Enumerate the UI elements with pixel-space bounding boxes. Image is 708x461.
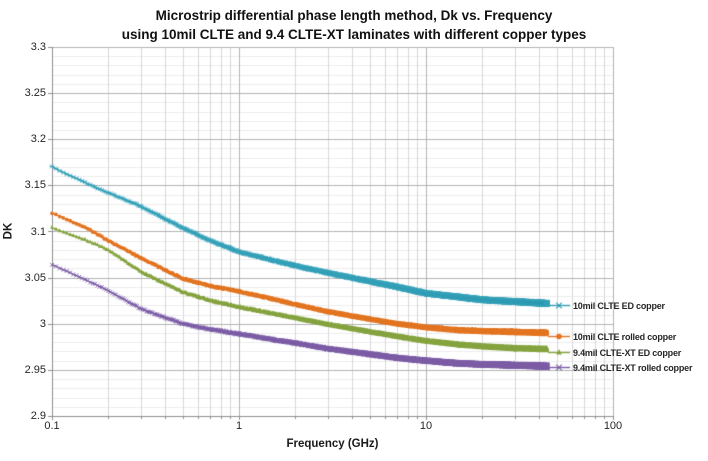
legend-label: 10mil CLTE ED copper <box>573 300 665 311</box>
x-tick-label: 1 <box>235 420 243 432</box>
legend-item: 9.4mil CLTE-XT ED copper <box>547 346 681 359</box>
series-marker-icon <box>547 346 571 359</box>
y-tick-label: 2.95 <box>24 363 46 376</box>
y-tick-label: 2.9 <box>30 410 46 422</box>
series-marker-icon <box>547 330 571 343</box>
chart-title-line1: Microstrip differential phase length met… <box>155 8 553 23</box>
y-tick-label: 3.15 <box>24 179 46 192</box>
legend-item: 10mil CLTE rolled copper <box>547 330 676 343</box>
y-tick-label: 3.25 <box>24 87 46 100</box>
series-marker-icon <box>547 299 571 312</box>
legend-item: 9.4mil CLTE-XT rolled copper <box>547 361 692 374</box>
series-marker-icon <box>547 361 571 374</box>
y-tick-label: 3 <box>39 317 46 330</box>
legend-label: 9.4mil CLTE-XT ED copper <box>573 347 682 358</box>
legend-label: 9.4mil CLTE-XT rolled copper <box>573 362 693 373</box>
y-tick-label: 3.3 <box>30 41 46 53</box>
x-tick-label: 100 <box>603 420 623 432</box>
y-tick-label: 3.1 <box>30 225 46 238</box>
x-tick-label: 0.1 <box>44 420 60 432</box>
chart-title: Microstrip differential phase length met… <box>0 6 708 44</box>
legend-item: 10mil CLTE ED copper <box>547 299 665 312</box>
y-tick-label: 3.2 <box>30 133 46 146</box>
chart-title-line2: using 10mil CLTE and 9.4 CLTE-XT laminat… <box>121 27 587 42</box>
y-tick-label: 3.05 <box>24 271 46 284</box>
legend-label: 10mil CLTE rolled copper <box>573 331 677 342</box>
x-axis-label: Frequency (GHz) <box>286 438 379 450</box>
x-tick-label: 10 <box>419 420 433 432</box>
